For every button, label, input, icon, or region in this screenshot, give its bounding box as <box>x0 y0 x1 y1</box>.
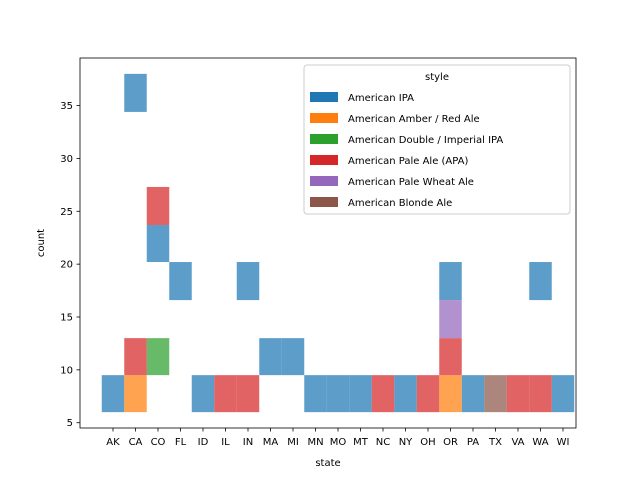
cell-american-pale-ale-apa-il <box>214 375 237 413</box>
legend-label-american-double-imperial-ipa: American Double / Imperial IPA <box>348 135 503 146</box>
cell-american-ipa-or <box>439 262 462 301</box>
x-tick-label: MT <box>353 437 369 448</box>
x-tick-label: NY <box>399 437 413 448</box>
x-tick-label: ID <box>198 437 209 448</box>
cell-american-ipa-wa <box>529 262 552 301</box>
legend: style American IPA American Amber / Red A… <box>303 64 571 215</box>
y-tick-label: 20 <box>60 260 73 271</box>
cell-american-ipa-in <box>236 262 260 301</box>
cell-american-ipa-wi <box>551 375 575 413</box>
plot-frame <box>79 57 577 429</box>
cell-american-ipa-mi <box>281 338 305 376</box>
legend-swatch-american-pale-ale-apa <box>310 155 338 165</box>
y-tick-label: 10 <box>60 365 73 376</box>
legend-label-american-blonde-ale: American Blonde Ale <box>348 198 452 209</box>
x-tick-label: MO <box>330 437 347 448</box>
x-tick-label: NC <box>376 437 390 448</box>
x-tick-label: OR <box>443 437 458 448</box>
x-tick-label: MA <box>263 437 279 448</box>
cell-american-ipa-ny <box>394 375 417 413</box>
cell-american-pale-wheat-ale-or <box>439 300 462 339</box>
cell-american-ipa-id <box>191 375 215 413</box>
legend-swatch-american-ipa <box>310 92 338 102</box>
legend-label-american-pale-ale-apa: American Pale Ale (APA) <box>348 156 469 167</box>
legend-frame <box>303 64 571 215</box>
legend-swatch-american-pale-wheat-ale <box>310 176 338 186</box>
cell-american-ipa-ca <box>124 73 147 112</box>
legend-swatch-american-amber-red-ale <box>310 113 338 123</box>
x-tick-label: IN <box>243 437 253 448</box>
cell-american-amber-red-ale-or <box>439 375 462 413</box>
y-tick-label: 5 <box>67 418 73 429</box>
cell-american-ipa-pa <box>461 375 485 413</box>
cell-american-pale-ale-apa-in <box>236 375 260 413</box>
x-tick-label: AK <box>106 437 120 448</box>
legend-entries: American IPA American Amber / Red Ale Amer… <box>310 92 503 209</box>
cell-american-pale-ale-apa-nc <box>371 375 395 413</box>
x-tick-label: IL <box>221 437 230 448</box>
heatmap-cells <box>101 73 575 413</box>
x-tick-label: VA <box>511 437 524 448</box>
x-axis-ticks: AK CA CO FL ID IL IN MA MI MN MO MT NC NY OH OR PA TX VA WA… <box>106 428 569 448</box>
x-tick-label: FL <box>175 437 187 448</box>
x-tick-label: PA <box>467 437 479 448</box>
axes: AK CA CO FL ID IL IN MA MI MN MO MT NC NY OH OR PA TX VA WA… <box>36 57 577 469</box>
cell-american-pale-ale-apa-ca <box>124 338 147 376</box>
cell-american-pale-ale-apa-oh <box>416 375 440 413</box>
x-tick-label: CO <box>151 437 166 448</box>
cell-american-pale-ale-apa-wa <box>529 375 552 413</box>
y-tick-label: 35 <box>60 101 73 112</box>
x-tick-label: CA <box>129 437 143 448</box>
y-tick-label: 30 <box>60 154 73 165</box>
cell-american-ipa-mt <box>349 375 372 413</box>
y-axis-ticks: 5 10 15 20 25 30 35 <box>60 101 80 429</box>
legend-swatch-american-double-imperial-ipa <box>310 134 338 144</box>
cell-american-ipa-fl <box>169 262 192 301</box>
cell-american-pale-ale-apa-va <box>506 375 530 413</box>
x-tick-label: TX <box>488 437 502 448</box>
cell-american-amber-red-ale-ca <box>124 375 147 413</box>
legend-label-american-amber-red-ale: American Amber / Red Ale <box>348 114 480 125</box>
x-tick-label: WI <box>557 437 570 448</box>
y-tick-label: 25 <box>60 207 73 218</box>
cell-american-ipa-ma <box>259 338 282 376</box>
cell-american-blonde-ale-tx <box>484 375 507 413</box>
cell-american-pale-ale-apa-or <box>439 338 462 376</box>
y-tick-label: 15 <box>60 313 73 324</box>
x-tick-label: OH <box>420 437 435 448</box>
legend-label-american-ipa: American IPA <box>348 93 414 104</box>
x-tick-label: MI <box>287 437 299 448</box>
x-axis-label: state <box>315 458 340 469</box>
legend-title: style <box>425 72 449 83</box>
cell-american-ipa-ak <box>101 375 125 413</box>
cell-american-ipa-mo <box>326 375 350 413</box>
x-tick-label: WA <box>532 437 548 448</box>
cell-american-double-imperial-ipa-co <box>146 338 170 376</box>
y-axis-label: count <box>36 229 47 257</box>
cell-american-ipa-co <box>146 225 170 263</box>
legend-swatch-american-blonde-ale <box>310 197 338 207</box>
cell-american-pale-ale-apa-co <box>146 186 170 226</box>
x-tick-label: MN <box>307 437 323 448</box>
cell-american-ipa-mn <box>304 375 327 413</box>
legend-label-american-pale-wheat-ale: American Pale Wheat Ale <box>348 177 474 188</box>
